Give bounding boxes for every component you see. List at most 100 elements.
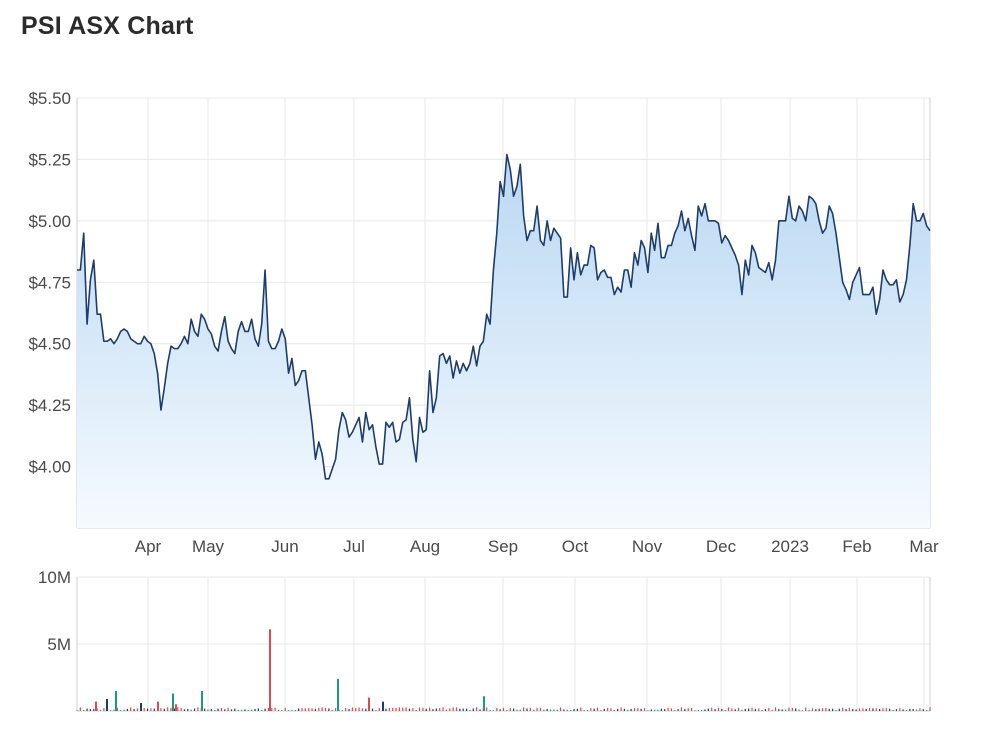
volume-bar bbox=[365, 708, 367, 711]
volume-bar bbox=[429, 707, 431, 711]
volume-bar bbox=[647, 710, 649, 711]
volume-bar bbox=[254, 708, 256, 711]
price-y-tick-label: $5.50 bbox=[28, 89, 71, 108]
price-x-tick-label: Jul bbox=[343, 537, 365, 556]
volume-bar bbox=[533, 709, 535, 711]
volume-bar bbox=[607, 707, 609, 711]
volume-bar bbox=[670, 708, 673, 711]
volume-bar bbox=[378, 707, 380, 711]
volume-bar bbox=[351, 707, 353, 711]
volume-bar bbox=[412, 708, 414, 711]
volume-bar bbox=[566, 709, 568, 711]
volume-bar bbox=[331, 709, 333, 711]
volume-bar bbox=[220, 707, 223, 711]
price-x-tick-label: 2023 bbox=[771, 537, 809, 556]
volume-bar bbox=[277, 709, 280, 711]
volume-bar bbox=[872, 708, 874, 711]
volume-bar bbox=[261, 709, 263, 711]
volume-bar bbox=[217, 708, 219, 711]
volume-bar bbox=[583, 710, 585, 711]
volume-bar bbox=[633, 708, 636, 711]
volume-bar bbox=[345, 708, 347, 711]
volume-bar bbox=[224, 709, 226, 711]
volume-bar bbox=[680, 707, 683, 711]
volume-bar bbox=[734, 709, 736, 711]
volume-bar bbox=[157, 701, 159, 711]
volume-bar bbox=[193, 708, 196, 711]
volume-bar bbox=[334, 708, 337, 711]
volume-bar bbox=[180, 708, 182, 711]
volume-bar bbox=[926, 710, 928, 711]
volume-bar bbox=[674, 710, 676, 711]
volume-bar bbox=[543, 709, 545, 711]
volume-bar bbox=[472, 708, 474, 711]
volume-bar bbox=[133, 708, 135, 711]
volume-bar bbox=[523, 707, 525, 711]
price-line bbox=[77, 153, 931, 480]
volume-bar bbox=[240, 709, 243, 711]
volume-bar bbox=[445, 709, 448, 711]
volume-bar bbox=[892, 709, 894, 711]
volume-bar bbox=[244, 709, 246, 711]
volume-bar bbox=[361, 708, 364, 711]
volume-bar bbox=[408, 708, 411, 711]
volume-bar bbox=[167, 707, 169, 711]
volume-bar bbox=[120, 710, 122, 711]
volume-bar bbox=[115, 690, 117, 711]
volume-bar bbox=[573, 709, 575, 711]
volume-bar bbox=[382, 701, 384, 711]
volume-bar bbox=[919, 708, 921, 711]
volume-bar bbox=[93, 708, 95, 711]
volume-bar bbox=[109, 710, 112, 711]
volume-bar bbox=[274, 707, 276, 711]
volume-bar bbox=[536, 707, 538, 711]
volume-bar bbox=[845, 709, 847, 711]
volume-bar bbox=[99, 709, 102, 711]
volume-bar bbox=[617, 708, 619, 711]
volume-bar bbox=[915, 709, 918, 711]
volume-bar bbox=[509, 708, 511, 711]
volume-bar bbox=[744, 708, 746, 711]
volume-bar bbox=[512, 708, 515, 711]
volume-y-tick-label: 5M bbox=[47, 635, 71, 654]
volume-bar bbox=[707, 708, 709, 711]
volume-bar bbox=[96, 708, 98, 711]
volume-bar bbox=[422, 707, 424, 711]
volume-bar bbox=[580, 707, 582, 711]
volume-bar bbox=[76, 710, 78, 711]
volume-bar bbox=[774, 707, 777, 711]
volume-bar bbox=[348, 708, 350, 711]
volume-bar bbox=[116, 707, 118, 711]
volume-bar bbox=[811, 708, 814, 711]
volume-bar bbox=[177, 707, 179, 711]
volume-bar bbox=[392, 707, 394, 711]
volume-bar bbox=[556, 709, 558, 711]
volume-bar bbox=[442, 707, 444, 711]
volume-bar bbox=[267, 707, 270, 711]
volume-bar bbox=[778, 708, 780, 711]
volume-bar bbox=[502, 707, 505, 711]
volume-bar bbox=[237, 709, 239, 711]
price-y-tick-label: $5.25 bbox=[28, 150, 71, 169]
volume-bar bbox=[143, 707, 145, 711]
volume-bar bbox=[721, 708, 723, 711]
volume-bar bbox=[298, 708, 300, 711]
volume-bar bbox=[291, 709, 293, 711]
volume-bar bbox=[570, 709, 572, 711]
volume-bar bbox=[398, 707, 400, 711]
volume-bar bbox=[687, 708, 689, 711]
volume-bar bbox=[519, 709, 521, 711]
volume-bar bbox=[418, 707, 421, 711]
volume-bar bbox=[842, 707, 844, 711]
volume-bar bbox=[781, 709, 783, 711]
volume-bar bbox=[677, 709, 679, 711]
volume-bar bbox=[489, 709, 491, 711]
volume-bar bbox=[748, 708, 750, 711]
volume-bar bbox=[654, 709, 656, 711]
volume-bar bbox=[526, 708, 528, 711]
volume-bar bbox=[751, 707, 753, 711]
volume-bar bbox=[620, 707, 622, 711]
volume-bar bbox=[539, 707, 542, 711]
volume-bar bbox=[163, 708, 165, 711]
volume-bar bbox=[855, 709, 857, 711]
